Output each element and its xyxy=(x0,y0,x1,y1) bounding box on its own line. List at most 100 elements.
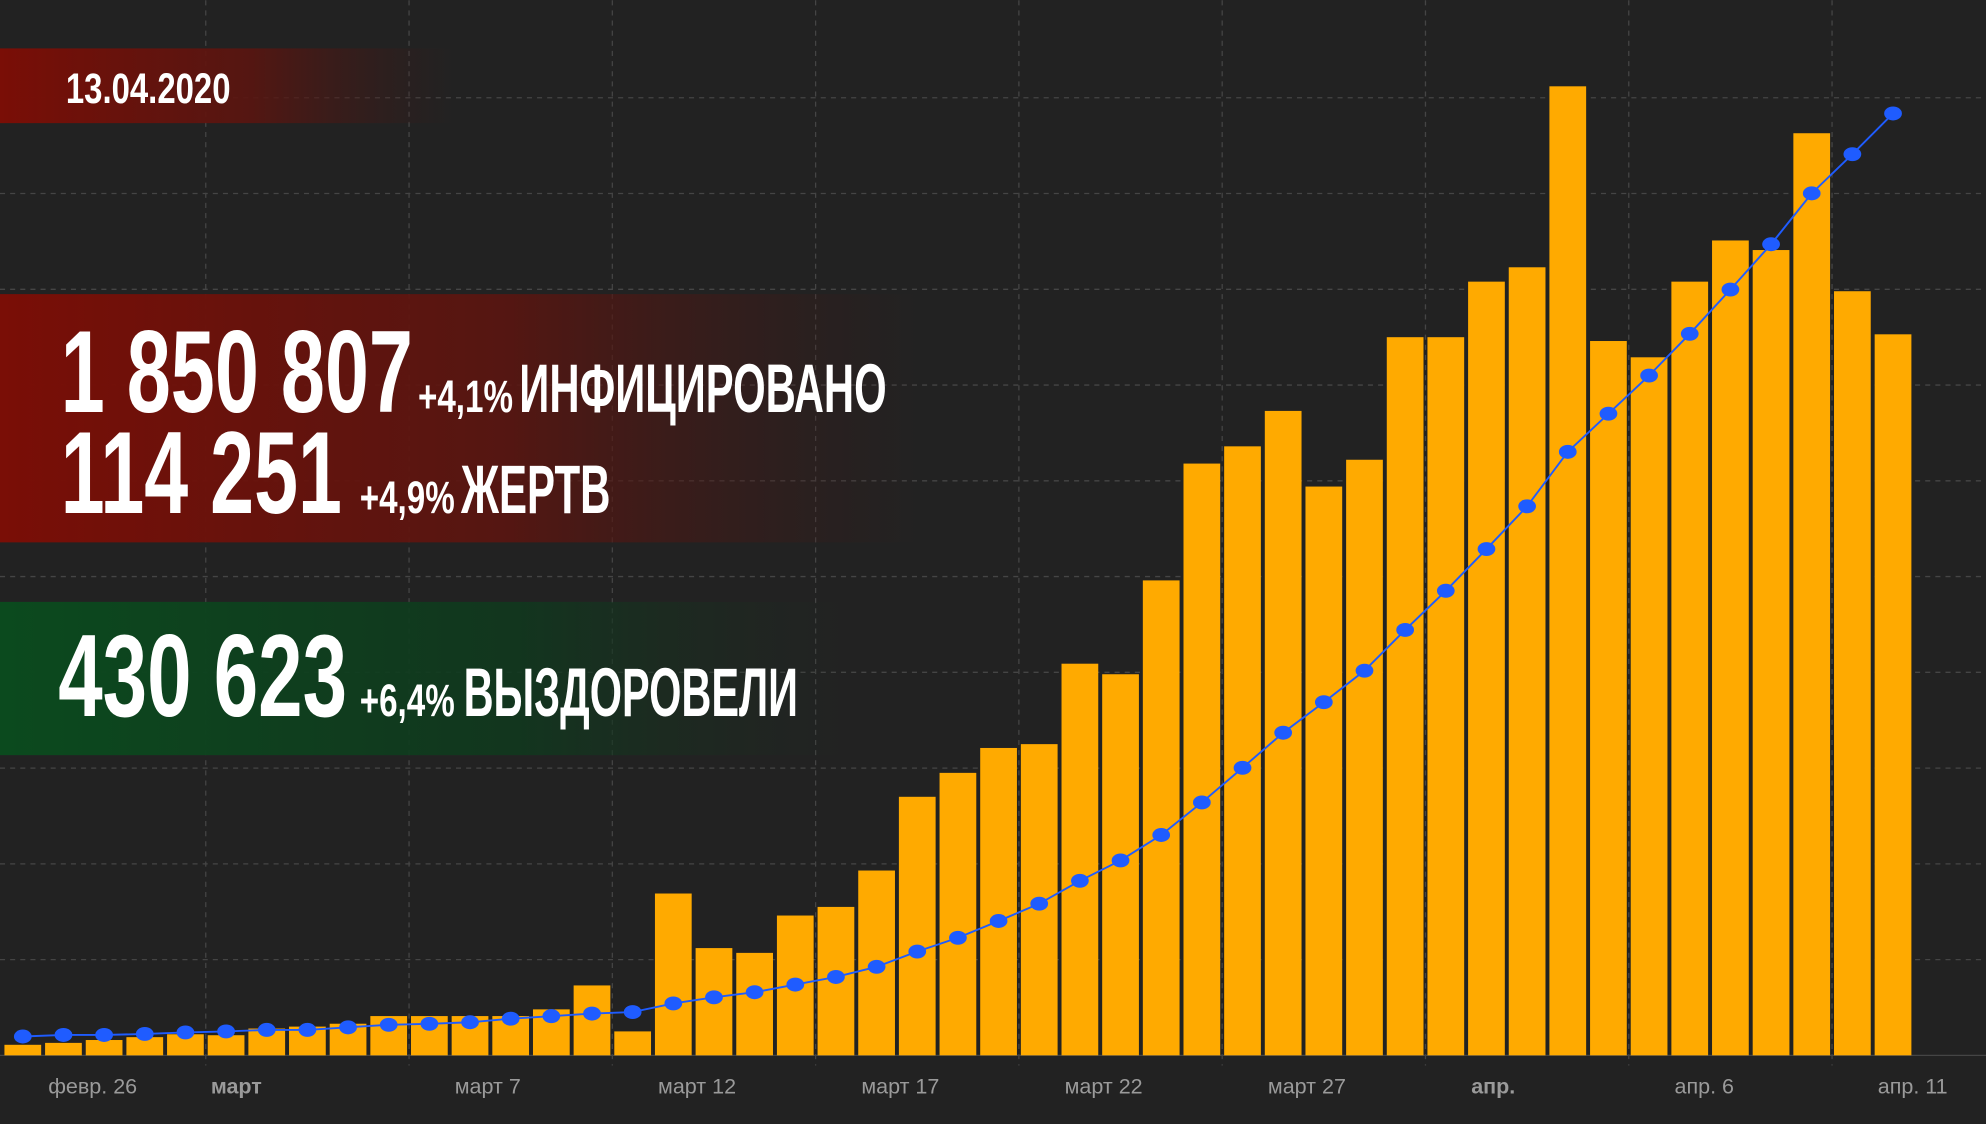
line-point xyxy=(339,1020,357,1035)
bar xyxy=(1224,446,1261,1056)
line-point xyxy=(1111,853,1130,868)
line-point xyxy=(1192,795,1211,810)
line-point xyxy=(1721,282,1740,297)
x-tick-label: март 7 xyxy=(455,1074,521,1098)
x-tick-label: март 12 xyxy=(658,1074,736,1098)
line-point xyxy=(1274,725,1293,740)
plot-area: февр. 26 март март 7 март 12 март 17 март 22 м… xyxy=(0,0,1986,1098)
stat-change: +4,9% xyxy=(360,472,455,523)
stat-value: 430 623 xyxy=(58,611,347,741)
bar xyxy=(1386,337,1424,1056)
line-point xyxy=(542,1009,561,1024)
bar xyxy=(939,772,977,1056)
line-point xyxy=(1071,873,1089,888)
line-point xyxy=(908,944,927,959)
bar xyxy=(1468,281,1505,1056)
line-point xyxy=(420,1016,439,1031)
bar xyxy=(207,1035,245,1056)
line-point xyxy=(1640,368,1658,383)
stat-label: ВЫЗДОРОВЕЛИ xyxy=(464,655,798,731)
stat-value: 114 251 xyxy=(61,408,342,538)
bar xyxy=(1305,486,1343,1056)
line-point xyxy=(867,959,886,974)
bar xyxy=(898,796,936,1056)
line-point xyxy=(705,990,723,1005)
line-point xyxy=(1152,828,1171,842)
line-point xyxy=(1884,106,1902,121)
line-point xyxy=(1477,542,1496,557)
line-point xyxy=(1233,760,1252,775)
bar xyxy=(1712,240,1749,1056)
overlay: 13.04.2020 1 850 807 +4,1% ИНФИЦИРОВАНО … xyxy=(0,48,925,756)
bar xyxy=(167,1034,204,1056)
bar xyxy=(1061,663,1099,1056)
x-tick-label: март xyxy=(211,1074,262,1098)
bar xyxy=(126,1037,164,1056)
line-point xyxy=(949,930,967,945)
line-point xyxy=(298,1022,317,1037)
line-point xyxy=(1436,583,1455,598)
line-point xyxy=(95,1028,113,1042)
deaths-band xyxy=(0,294,925,543)
recovered-band xyxy=(0,601,862,756)
line-point xyxy=(623,1005,642,1020)
line-point xyxy=(176,1025,195,1040)
x-tick-label: апр. 11 xyxy=(1878,1074,1948,1098)
line-point xyxy=(664,996,683,1011)
line-point xyxy=(786,977,805,992)
bar xyxy=(85,1040,123,1056)
bar xyxy=(1549,86,1587,1056)
bar xyxy=(1671,281,1709,1056)
bar xyxy=(1874,334,1912,1056)
x-tick-label: март 17 xyxy=(861,1074,939,1098)
date-band xyxy=(0,48,456,124)
line-point xyxy=(745,985,764,1000)
line-point xyxy=(1802,186,1821,201)
bar xyxy=(1793,133,1831,1056)
line-point xyxy=(501,1011,520,1026)
line-point xyxy=(827,970,845,984)
bar xyxy=(654,893,692,1056)
line-point xyxy=(135,1026,154,1041)
bar xyxy=(1427,337,1465,1056)
x-tick-label: апр. xyxy=(1471,1074,1515,1098)
stat-label: ИНФИЦИРОВАНО xyxy=(519,351,886,427)
bar xyxy=(1346,459,1383,1056)
line-point xyxy=(1314,695,1333,710)
line-point xyxy=(1518,499,1536,514)
bar xyxy=(45,1042,82,1056)
line-point xyxy=(54,1028,73,1042)
line-point xyxy=(1762,237,1780,252)
bar xyxy=(736,952,773,1056)
line-point xyxy=(1843,147,1862,162)
line-point xyxy=(1599,406,1618,421)
stat-label: ЖЕРТВ xyxy=(460,452,610,528)
bar xyxy=(614,1031,652,1056)
stat-change: +4,1% xyxy=(418,371,513,422)
bar xyxy=(980,747,1017,1056)
stat-value: 1 850 807 xyxy=(61,307,413,437)
bar xyxy=(1630,357,1668,1056)
line-point xyxy=(257,1022,276,1037)
bar xyxy=(1752,250,1790,1056)
line-point xyxy=(1680,326,1699,341)
bar xyxy=(1590,341,1627,1056)
bar xyxy=(1834,291,1871,1056)
bar xyxy=(1183,463,1221,1056)
bar xyxy=(1508,267,1546,1056)
bar xyxy=(1142,580,1180,1056)
stat-change: +6,4% xyxy=(360,675,455,726)
line-point xyxy=(989,914,1008,928)
line-point xyxy=(583,1006,601,1021)
line-point xyxy=(1396,622,1415,637)
line-point xyxy=(217,1024,235,1039)
line-point xyxy=(1558,444,1577,459)
line-point xyxy=(1030,896,1049,911)
line-point xyxy=(379,1017,398,1032)
line-point xyxy=(13,1029,32,1044)
x-tick-label: март 22 xyxy=(1065,1074,1143,1098)
x-tick-label: апр. 6 xyxy=(1674,1074,1734,1098)
bar xyxy=(4,1044,42,1056)
line-point xyxy=(461,1015,479,1030)
